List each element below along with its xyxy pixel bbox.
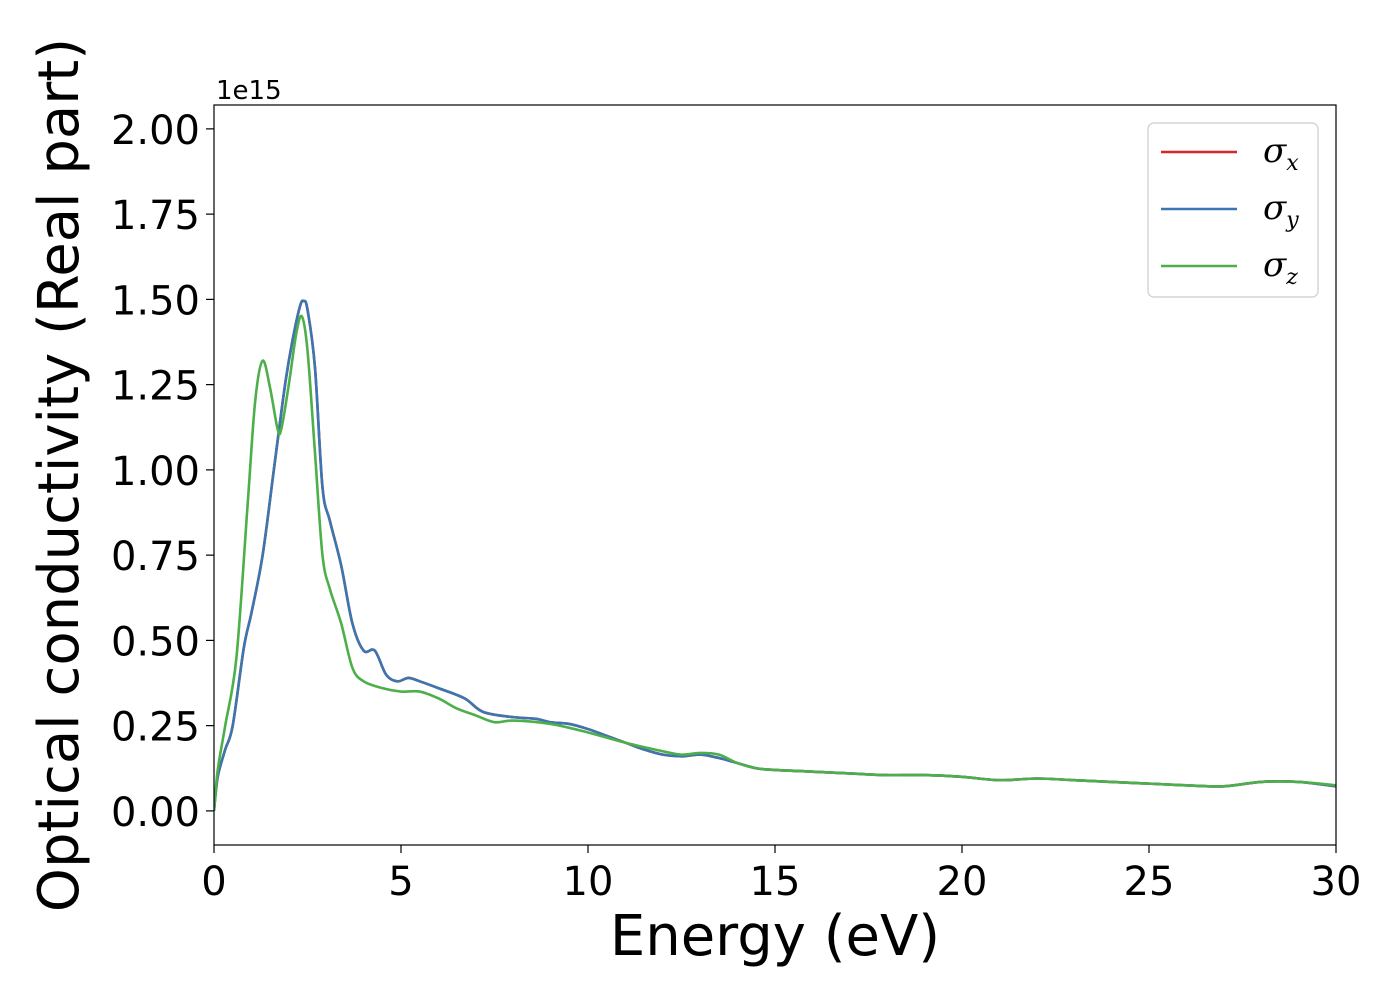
x-tick-label: 5	[388, 859, 413, 905]
y-axis-ticks: 0.00 0.25 0.50 0.75 1.00 1.25 1.50 1.75 2.00	[111, 108, 214, 836]
y-tick-label: 1.50	[111, 278, 200, 324]
x-tick-label: 20	[937, 859, 988, 905]
series-layer	[214, 299, 1336, 812]
x-axis-title: Energy (eV)	[610, 904, 940, 969]
legend-subscript: z	[1285, 265, 1298, 290]
y-tick-label: 0.25	[111, 705, 200, 751]
series-line-z	[214, 314, 1336, 812]
legend-symbol: σ	[1263, 188, 1287, 228]
y-tick-label: 1.25	[111, 364, 200, 410]
legend-label-y: σy	[1263, 188, 1299, 233]
y-tick-label: 1.00	[111, 449, 200, 495]
legend-subscript: x	[1286, 151, 1299, 176]
y-tick-label: 0.00	[111, 790, 200, 836]
legend-label-x: σx	[1263, 131, 1299, 176]
y-offset-label: 1e15	[216, 76, 282, 106]
x-tick-label: 25	[1124, 859, 1175, 905]
legend-symbol: σ	[1263, 245, 1287, 285]
x-axis-ticks: 0 5 10 15 20 25 30	[201, 845, 1361, 905]
legend-subscript: y	[1285, 208, 1299, 233]
legend-label-z: σz	[1263, 245, 1298, 290]
x-tick-label: 15	[750, 859, 801, 905]
x-tick-label: 30	[1311, 859, 1362, 905]
y-axis-title: Optical conductivity (Real part)	[27, 38, 92, 912]
y-tick-label: 1.75	[111, 193, 200, 239]
y-tick-label: 2.00	[111, 108, 200, 154]
y-tick-label: 0.50	[111, 619, 200, 665]
x-tick-label: 0	[201, 859, 226, 905]
legend-symbol: σ	[1263, 131, 1287, 171]
x-tick-label: 10	[563, 859, 614, 905]
y-tick-label: 0.75	[111, 534, 200, 580]
